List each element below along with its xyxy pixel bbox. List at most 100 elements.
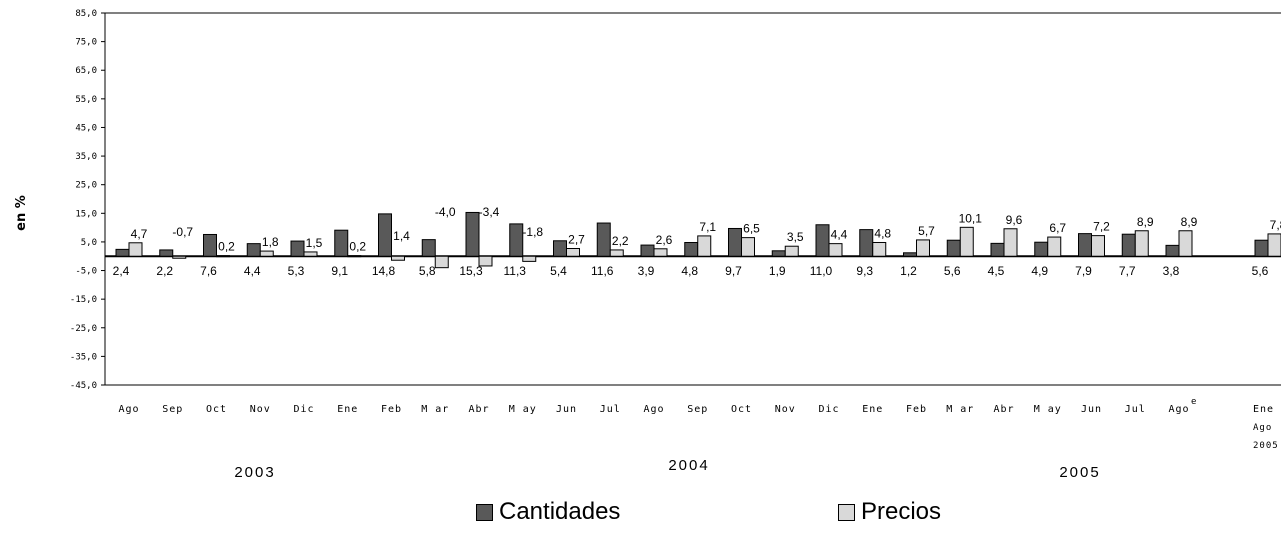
bar-precios — [216, 255, 230, 258]
data-label-precios: 2,2 — [612, 234, 629, 248]
data-label-precios: 1,4 — [393, 229, 410, 243]
bar-cantidades — [465, 211, 480, 257]
bar-cantidades — [596, 222, 611, 257]
bar-cantidades — [1254, 239, 1269, 257]
year-label: 2004 — [668, 457, 709, 474]
bar-cantidades — [203, 233, 217, 257]
bar-cantidades — [640, 244, 655, 257]
bar-precios — [784, 245, 799, 257]
bar-cantidades — [509, 223, 524, 257]
x-tick-label: M ar — [421, 404, 449, 415]
y-tick-label: 25,0 — [75, 181, 97, 191]
x-tick-label: Jul — [600, 404, 621, 415]
y-tick-label: 65,0 — [75, 66, 97, 76]
bar-precios — [128, 242, 143, 257]
bar-precios — [566, 248, 580, 257]
bar-precios — [172, 255, 187, 259]
data-label-cantidades: 9,1 — [331, 264, 348, 278]
data-label-cantidades: 1,9 — [769, 264, 786, 278]
data-label-precios: 5,7 — [918, 224, 935, 238]
x-tick-label: Ago — [1253, 423, 1272, 433]
bar-precios — [391, 255, 405, 261]
x-tick-label: Ene — [1253, 404, 1274, 415]
bar-precios — [741, 237, 755, 257]
y-tick-label: 85,0 — [75, 9, 97, 19]
bar-cantidades — [115, 248, 130, 257]
data-label-precios: 2,6 — [656, 233, 673, 247]
y-tick-label: -15,0 — [70, 295, 97, 305]
x-tick-label: Jun — [556, 404, 577, 415]
data-label-cantidades: 5,3 — [288, 264, 305, 278]
bar-cantidades — [1078, 233, 1092, 257]
bar-cantidades — [334, 229, 349, 257]
bar-precios — [434, 255, 449, 269]
bar-cantidades — [421, 239, 436, 257]
x-tick-label: Ene — [862, 404, 883, 415]
bar-cantidades — [246, 243, 261, 257]
data-label-cantidades: 3,8 — [1163, 264, 1180, 278]
x-tick-label: Ene — [337, 404, 358, 415]
data-label-precios: 7,8 — [1270, 218, 1281, 232]
data-label-precios: 0,2 — [218, 240, 235, 254]
bar-precios — [1178, 230, 1193, 257]
bar-cantidades — [728, 227, 742, 257]
bar-precios — [609, 249, 624, 257]
x-tick-label: Abr — [468, 404, 489, 415]
x-tick-label: Sep — [687, 404, 708, 415]
data-label-cantidades: 9,7 — [725, 264, 742, 278]
y-tick-label: -35,0 — [70, 352, 97, 362]
data-label-precios: 8,9 — [1137, 215, 1154, 229]
bar-precios — [1267, 233, 1281, 257]
x-tick-label: Feb — [906, 404, 927, 415]
bar-cantidades — [859, 229, 874, 257]
data-label-cantidades: 14,8 — [372, 264, 396, 278]
x-tick-label: Oct — [206, 404, 227, 415]
data-label-cantidades: 2,2 — [156, 264, 173, 278]
bar-cantidades — [815, 224, 830, 257]
bar-precios — [303, 251, 318, 257]
data-label-cantidades: 5,6 — [944, 264, 961, 278]
y-tick-label: -5,0 — [75, 267, 97, 277]
bar-precios — [653, 248, 668, 257]
x-tick-label: Ago — [643, 404, 664, 415]
bar-cantidades — [903, 252, 917, 257]
data-label-cantidades: 4,9 — [1031, 264, 1048, 278]
data-label-precios: 4,8 — [874, 226, 891, 240]
bar-cantidades — [159, 249, 174, 257]
bar-cantidades — [290, 240, 305, 257]
bar-precios — [959, 226, 974, 257]
x-tick-label: Oct — [731, 404, 752, 415]
x-tick-label: Ago — [118, 404, 139, 415]
data-label-precios: 6,7 — [1049, 221, 1066, 235]
data-label-precios: 9,6 — [1006, 213, 1023, 227]
y-tick-label: 15,0 — [75, 209, 97, 219]
bar-precios — [478, 255, 493, 267]
bar-precios — [1091, 235, 1105, 257]
y-tick-label: 5,0 — [81, 238, 97, 248]
bar-precios — [872, 241, 887, 257]
data-label-precios: -4,0 — [435, 205, 456, 219]
bar-cantidades — [553, 240, 567, 257]
data-label-cantidades: 5,8 — [419, 264, 436, 278]
data-label-cantidades: 2,4 — [113, 264, 130, 278]
bar-precios — [1134, 230, 1149, 257]
bar-precios — [1003, 228, 1018, 257]
x-tick-label: Abr — [993, 404, 1014, 415]
data-label-precios: -0,7 — [172, 225, 193, 239]
bar-precios — [522, 255, 537, 262]
data-label-precios: 0,2 — [349, 240, 366, 254]
bar-cantidades — [378, 213, 392, 257]
legend-precios: Precios — [838, 498, 941, 526]
x-tick-label: M ay — [1034, 404, 1062, 415]
data-label-precios: 4,7 — [131, 227, 148, 241]
legend-label-cantidades: Cantidades — [499, 498, 621, 525]
data-label-cantidades: 4,4 — [244, 264, 261, 278]
data-label-cantidades: 7,6 — [200, 264, 217, 278]
legend-swatch-cantidades — [476, 503, 493, 521]
y-tick-label: 55,0 — [75, 95, 97, 105]
data-label-cantidades: 5,4 — [550, 264, 567, 278]
data-label-cantidades: 4,8 — [681, 264, 698, 278]
data-label-precios: 7,1 — [699, 220, 716, 234]
x-tick-label: Feb — [381, 404, 402, 415]
data-label-precios: 8,9 — [1181, 215, 1198, 229]
